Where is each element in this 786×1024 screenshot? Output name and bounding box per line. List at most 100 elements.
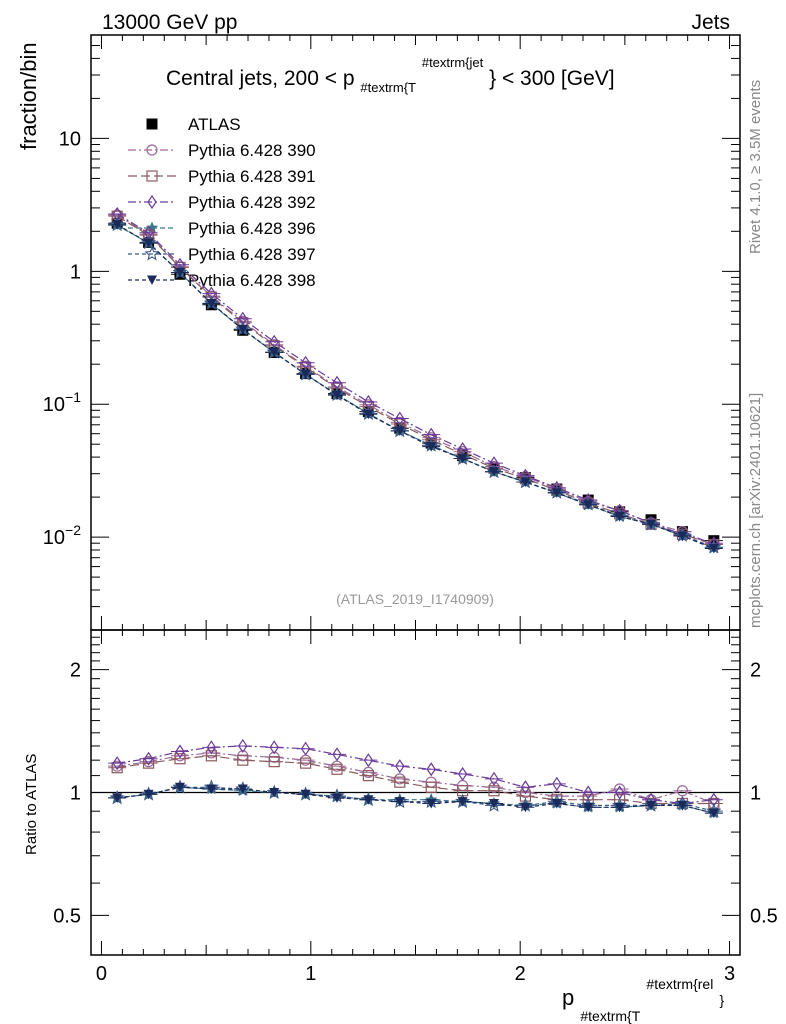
ratio-series-3 — [108, 738, 723, 811]
main-data-point — [614, 511, 625, 522]
y-tick-label-base: 10 — [43, 394, 65, 416]
ratio-data-point — [269, 788, 280, 798]
legend-label: Pythia 6.428 396 — [188, 219, 316, 238]
main-data-point — [583, 500, 594, 510]
main-data-point — [489, 467, 500, 477]
main-data-point — [394, 426, 405, 436]
ratio-data-point — [268, 756, 280, 768]
chart-title-sub: #textrm{T — [360, 80, 416, 95]
ratio-data-point — [677, 800, 688, 811]
main-data-point — [331, 390, 342, 401]
main-series-line — [116, 224, 715, 549]
ratio-data-point — [489, 771, 499, 786]
ratio-data-point — [646, 800, 657, 811]
legend-item: Pythia 6.428 390 — [128, 141, 316, 160]
legend-marker — [144, 246, 160, 261]
y-tick-label-right: 1 — [750, 783, 761, 805]
ratio-data-point — [237, 754, 249, 766]
main-series-7 — [108, 220, 723, 554]
main-series-line — [116, 213, 714, 544]
legend-marker — [147, 275, 157, 285]
legend-item: Pythia 6.428 398 — [128, 271, 316, 290]
y-tick-label: 1 — [70, 783, 81, 805]
ratio-data-point — [708, 808, 719, 819]
y-tick-label: 10−1 — [43, 389, 81, 416]
ratio-data-point — [489, 798, 500, 809]
main-series-line — [116, 215, 714, 546]
ratio-series-6 — [108, 782, 723, 819]
ratio-data-point — [300, 741, 311, 756]
y-tick-label-right: 0.5 — [750, 905, 778, 927]
x-axis-label-sup: #textrm{rel — [646, 976, 713, 992]
ratio-data-point — [520, 802, 531, 813]
main-data-point — [426, 442, 437, 452]
x-axis-label-base: p — [562, 985, 574, 1010]
legend-label: Pythia 6.428 397 — [188, 245, 316, 264]
main-series-6 — [108, 216, 723, 554]
ratio-data-point — [614, 802, 625, 813]
legend-item: Pythia 6.428 397 — [128, 245, 316, 264]
header-energy: 13000 GeV pp — [102, 11, 237, 34]
y-tick-label: 10−2 — [43, 522, 81, 549]
main-data-point — [708, 544, 719, 554]
ratio-data-point — [331, 763, 343, 775]
main-data-point — [300, 369, 311, 380]
main-data-point — [206, 298, 217, 309]
analysis-watermark: (ATLAS_2019_I1740909) — [336, 591, 494, 607]
legend-marker — [146, 170, 158, 182]
ratio-data-point — [205, 750, 217, 762]
y-tick-label-exp: −2 — [65, 522, 81, 538]
main-data-point — [363, 409, 374, 420]
ratio-data-point — [394, 797, 405, 807]
ratio-data-point — [362, 769, 374, 782]
ratio-data-point — [143, 789, 154, 800]
x-axis-label: p #textrm{T #textrm{rel } — [562, 969, 724, 1024]
x-axis-label-sub: #textrm{T — [580, 1008, 640, 1024]
main-data-point — [143, 238, 154, 249]
ratio-data-point — [614, 783, 626, 795]
ratio-series-5 — [108, 779, 723, 818]
ratio-data-point — [332, 747, 342, 762]
legend: ATLAS Pythia 6.428 390 Pythia 6.428 391 Pyt… — [128, 115, 316, 290]
ratio-data-point — [112, 756, 122, 771]
ratio-data-point — [237, 784, 248, 794]
chart-title: Central jets, 200 < p #textrm{T #textrm{… — [166, 49, 615, 97]
chart-title-pre: Central jets, 200 < p — [166, 67, 355, 90]
ratio-data-point — [425, 781, 437, 793]
x-tick-label: 3 — [724, 963, 735, 985]
ratio-data-point — [583, 802, 594, 813]
legend-item: Pythia 6.428 391 — [128, 167, 316, 186]
y-tick-label-base: 10 — [43, 527, 65, 549]
main-x-ticks — [100, 35, 731, 630]
ratio-data-point — [331, 793, 342, 803]
ratio-data-point — [206, 740, 217, 755]
x-axis-label-post: } — [719, 992, 724, 1008]
main-data-point — [174, 267, 185, 278]
ratio-data-point — [551, 798, 562, 809]
ratio-data-point — [457, 766, 468, 782]
ratio-data-point — [299, 757, 312, 769]
ratio-data-point — [300, 789, 311, 800]
main-data-point — [646, 519, 657, 530]
y-tick-label-right: 2 — [750, 660, 761, 682]
main-series-1 — [108, 217, 723, 547]
legend-label: ATLAS — [188, 115, 241, 134]
main-data-point — [520, 477, 531, 487]
x-tick-label: 2 — [515, 963, 526, 985]
y-tick-label: 2 — [70, 660, 81, 682]
legend-item: Pythia 6.428 396 — [128, 219, 316, 238]
main-data-point — [457, 454, 468, 464]
ratio-data-point — [142, 757, 155, 769]
x-tick-label: 0 — [96, 963, 107, 985]
mcplots-label: mcplots.cern.ch [arXiv:2401.10621] — [747, 393, 764, 628]
ratio-data-point — [206, 784, 217, 794]
legend-item: ATLAS — [146, 115, 241, 134]
legend-label: Pythia 6.428 392 — [188, 193, 316, 212]
ratio-data-point — [174, 782, 185, 793]
ratio-data-point — [395, 759, 405, 774]
legend-marker — [147, 194, 157, 210]
ratio-data-point — [143, 751, 154, 766]
legend-marker — [146, 144, 158, 156]
legend-label: Pythia 6.428 391 — [188, 167, 316, 186]
